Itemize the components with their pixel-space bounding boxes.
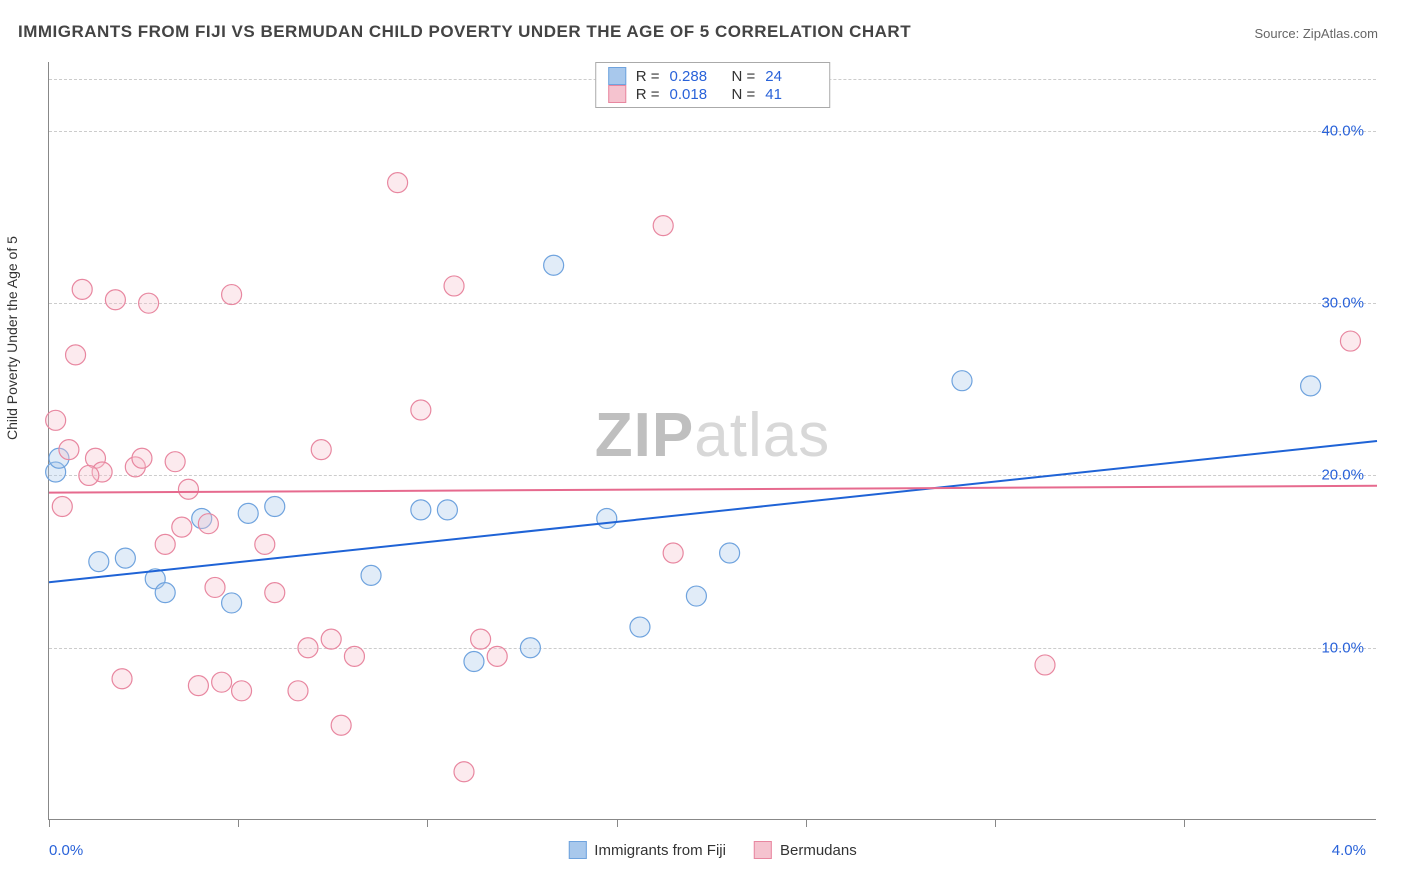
data-point bbox=[1340, 331, 1360, 351]
data-point bbox=[238, 503, 258, 523]
data-point bbox=[411, 500, 431, 520]
data-point bbox=[105, 290, 125, 310]
legend-label: Bermudans bbox=[780, 842, 857, 859]
data-point bbox=[653, 216, 673, 236]
data-point bbox=[72, 279, 92, 299]
legend-swatch bbox=[608, 85, 626, 103]
data-point bbox=[198, 514, 218, 534]
chart-title: IMMIGRANTS FROM FIJI VS BERMUDAN CHILD P… bbox=[18, 22, 911, 42]
data-point bbox=[720, 543, 740, 563]
n-label: N = bbox=[732, 86, 756, 103]
data-point bbox=[52, 496, 72, 516]
data-point bbox=[112, 669, 132, 689]
data-point bbox=[165, 452, 185, 472]
data-point bbox=[212, 672, 232, 692]
data-point bbox=[520, 638, 540, 658]
data-point bbox=[232, 681, 252, 701]
data-point bbox=[437, 500, 457, 520]
r-label: R = bbox=[636, 68, 660, 85]
trend-line bbox=[49, 486, 1377, 493]
data-point bbox=[222, 285, 242, 305]
data-point bbox=[265, 496, 285, 516]
data-point bbox=[444, 276, 464, 296]
source-attribution: Source: ZipAtlas.com bbox=[1254, 26, 1378, 41]
data-point bbox=[172, 517, 192, 537]
scatter-svg bbox=[49, 62, 1376, 819]
legend-bottom: Immigrants from Fiji Bermudans bbox=[568, 841, 856, 859]
legend-top: R = 0.288 N = 24 R = 0.018 N = 41 bbox=[595, 62, 831, 108]
legend-swatch bbox=[568, 841, 586, 859]
legend-stat-row: R = 0.018 N = 41 bbox=[608, 85, 818, 103]
legend-item: Immigrants from Fiji bbox=[568, 841, 726, 859]
data-point bbox=[321, 629, 341, 649]
x-tick bbox=[49, 819, 50, 827]
data-point bbox=[59, 440, 79, 460]
data-point bbox=[222, 593, 242, 613]
chart-container: IMMIGRANTS FROM FIJI VS BERMUDAN CHILD P… bbox=[0, 0, 1406, 892]
x-tick-label-min: 0.0% bbox=[49, 842, 83, 859]
data-point bbox=[46, 410, 66, 430]
data-point bbox=[205, 577, 225, 597]
x-tick-label-max: 4.0% bbox=[1332, 842, 1366, 859]
data-point bbox=[1301, 376, 1321, 396]
y-axis-label: Child Poverty Under the Age of 5 bbox=[4, 236, 20, 440]
source-label: Source: bbox=[1254, 26, 1302, 41]
x-tick bbox=[1184, 819, 1185, 827]
data-point bbox=[471, 629, 491, 649]
data-point bbox=[388, 173, 408, 193]
source-name: ZipAtlas.com bbox=[1303, 26, 1378, 41]
n-value: 24 bbox=[765, 68, 817, 85]
data-point bbox=[255, 534, 275, 554]
legend-swatch bbox=[754, 841, 772, 859]
data-point bbox=[663, 543, 683, 563]
data-point bbox=[155, 534, 175, 554]
plot-area: ZIPatlas 10.0%20.0%30.0%40.0% 0.0% 4.0% … bbox=[48, 62, 1376, 820]
data-point bbox=[344, 646, 364, 666]
legend-stat-row: R = 0.288 N = 24 bbox=[608, 67, 818, 85]
data-point bbox=[265, 583, 285, 603]
data-point bbox=[298, 638, 318, 658]
data-point bbox=[1035, 655, 1055, 675]
x-tick bbox=[238, 819, 239, 827]
data-point bbox=[155, 583, 175, 603]
data-point bbox=[331, 715, 351, 735]
r-value: 0.018 bbox=[670, 86, 722, 103]
data-point bbox=[487, 646, 507, 666]
legend-label: Immigrants from Fiji bbox=[594, 842, 726, 859]
r-label: R = bbox=[636, 86, 660, 103]
legend-swatch bbox=[608, 67, 626, 85]
n-value: 41 bbox=[765, 86, 817, 103]
data-point bbox=[188, 676, 208, 696]
data-point bbox=[544, 255, 564, 275]
data-point bbox=[311, 440, 331, 460]
data-point bbox=[288, 681, 308, 701]
data-point bbox=[630, 617, 650, 637]
data-point bbox=[66, 345, 86, 365]
x-tick bbox=[806, 819, 807, 827]
data-point bbox=[79, 465, 99, 485]
x-tick bbox=[995, 819, 996, 827]
data-point bbox=[597, 509, 617, 529]
r-value: 0.288 bbox=[670, 68, 722, 85]
data-point bbox=[454, 762, 474, 782]
x-tick bbox=[617, 819, 618, 827]
data-point bbox=[686, 586, 706, 606]
x-tick bbox=[427, 819, 428, 827]
data-point bbox=[115, 548, 135, 568]
data-point bbox=[361, 565, 381, 585]
data-point bbox=[411, 400, 431, 420]
data-point bbox=[139, 293, 159, 313]
data-point bbox=[132, 448, 152, 468]
data-point bbox=[464, 652, 484, 672]
data-point bbox=[178, 479, 198, 499]
n-label: N = bbox=[732, 68, 756, 85]
data-point bbox=[89, 552, 109, 572]
data-point bbox=[952, 371, 972, 391]
legend-item: Bermudans bbox=[754, 841, 857, 859]
